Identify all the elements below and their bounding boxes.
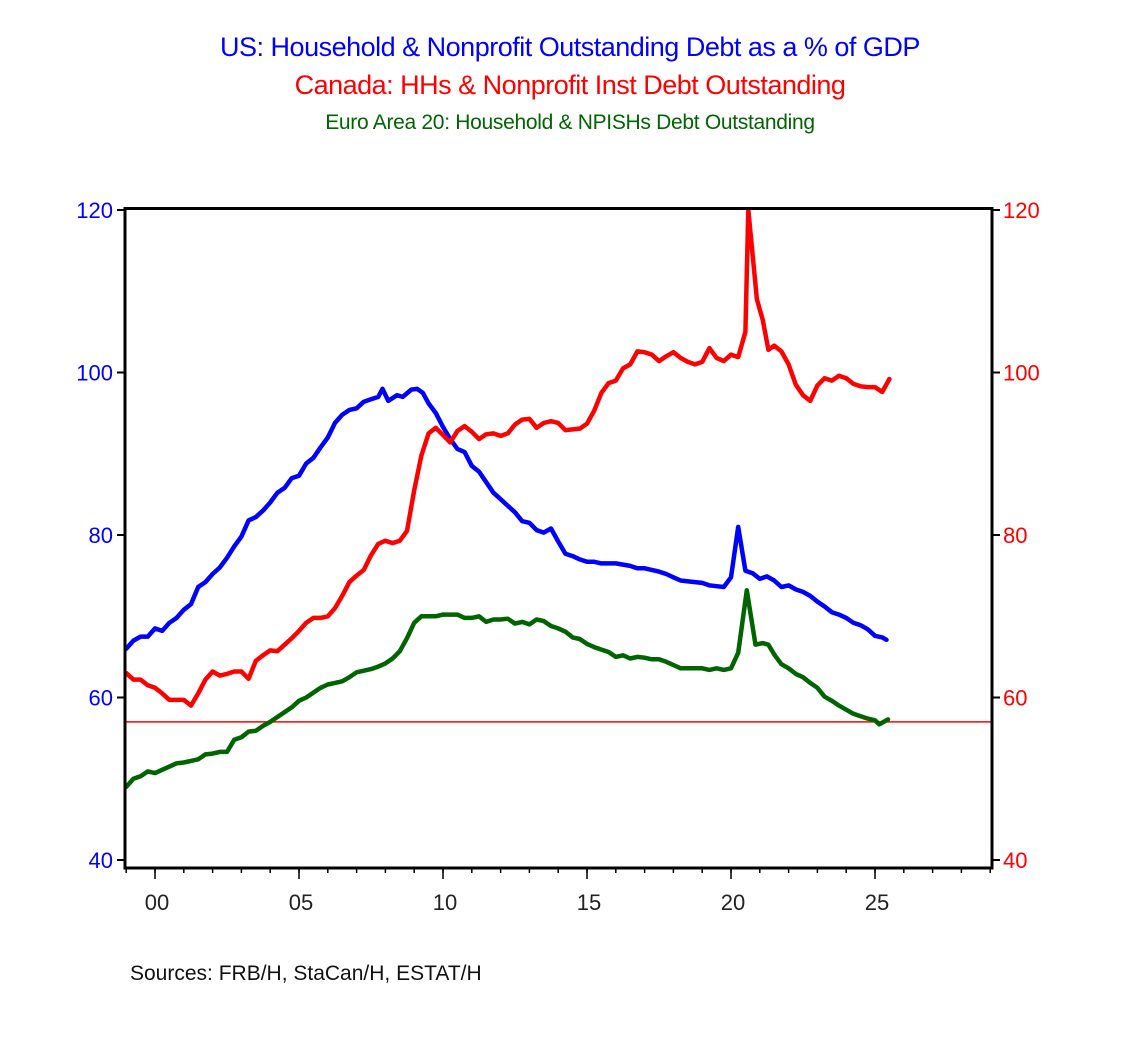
y-tick-label-left: 120 <box>76 198 113 223</box>
y-tick-label-right: 80 <box>1003 523 1027 548</box>
y-tick-label-right: 40 <box>1003 848 1027 873</box>
y-tick-label-left: 100 <box>76 361 113 386</box>
y-tick-label-left: 80 <box>89 523 113 548</box>
x-tick-label: 15 <box>577 890 601 915</box>
y-tick-label-left: 60 <box>89 686 113 711</box>
y-tick-label-right: 60 <box>1003 686 1027 711</box>
x-tick-label: 20 <box>721 890 745 915</box>
euro-area-household-debt-line <box>123 588 891 790</box>
series-layer <box>123 207 892 790</box>
chart-subtitle-euro-area: Euro Area 20: Household & NPISHs Debt Ou… <box>325 111 815 134</box>
y-tick-label-right: 120 <box>1003 198 1040 223</box>
canada-household-debt-line <box>123 207 892 708</box>
y-tick-label-left: 40 <box>89 848 113 873</box>
axis-layer: 40 60 80 100 120 40 60 80 100 120 00 05 10 15 20 25 <box>76 198 1039 915</box>
x-tick-label: 25 <box>865 890 889 915</box>
x-tick-label: 10 <box>433 890 457 915</box>
x-tick-label: 00 <box>145 890 169 915</box>
chart-subtitle-canada: Canada: HHs & Nonprofit Inst Debt Outsta… <box>294 70 846 100</box>
chart-title-us: US: Household & Nonprofit Outstanding De… <box>220 32 920 62</box>
y-tick-label-right: 100 <box>1003 361 1040 386</box>
sources-note: Sources: FRB/H, StaCan/H, ESTAT/H <box>130 962 482 985</box>
us-household-debt-line <box>123 386 889 652</box>
x-tick-label: 05 <box>289 890 313 915</box>
